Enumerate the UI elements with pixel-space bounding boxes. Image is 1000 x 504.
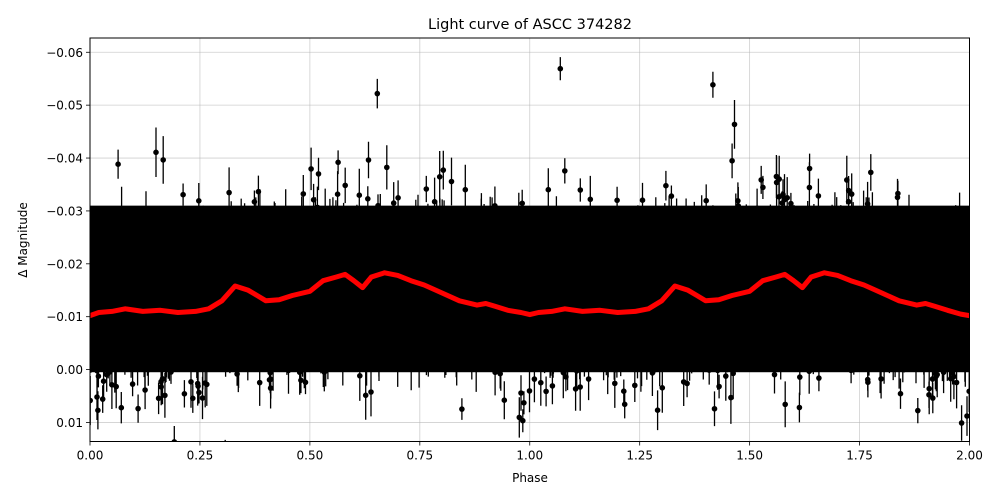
y-axis-label: Δ Magnitude — [16, 202, 30, 278]
x-tick-label: 1.25 — [626, 449, 653, 463]
x-tick-label: 0.75 — [406, 449, 433, 463]
left-margin — [0, 0, 90, 500]
top-margin — [0, 0, 1000, 38]
y-tick-label: 0.00 — [56, 363, 83, 377]
y-tick-label: 0.01 — [56, 416, 83, 430]
x-tick-label: 1.75 — [846, 449, 873, 463]
y-tick-label: −0.01 — [46, 310, 83, 324]
y-tick-label: −0.04 — [46, 152, 83, 166]
x-tick-label: 1.00 — [516, 449, 543, 463]
x-tick-label: 0.50 — [297, 449, 324, 463]
x-axis-ticks: 0.00 0.25 0.50 0.75 1.00 1.25 1.50 1.75 2.00 — [77, 441, 983, 463]
y-tick-label: −0.03 — [46, 204, 83, 218]
right-margin — [970, 0, 1000, 500]
y-tick-label: −0.02 — [46, 257, 83, 271]
y-axis-ticks: −0.06 −0.05 −0.04 −0.03 −0.02 −0.01 0.00 0.01 — [46, 46, 90, 430]
bottom-margin — [0, 442, 1000, 500]
x-axis-label: Phase — [512, 471, 548, 485]
y-tick-label: −0.05 — [46, 99, 83, 113]
x-tick-label: 0.25 — [187, 449, 214, 463]
x-tick-label: 2.00 — [956, 449, 983, 463]
chart-title: Light curve of ASCC 374282 — [428, 17, 632, 33]
y-tick-label: −0.06 — [46, 46, 83, 60]
x-tick-label: 1.50 — [736, 449, 763, 463]
x-tick-label: 0.00 — [77, 449, 104, 463]
binned-mean-line — [87, 270, 972, 319]
